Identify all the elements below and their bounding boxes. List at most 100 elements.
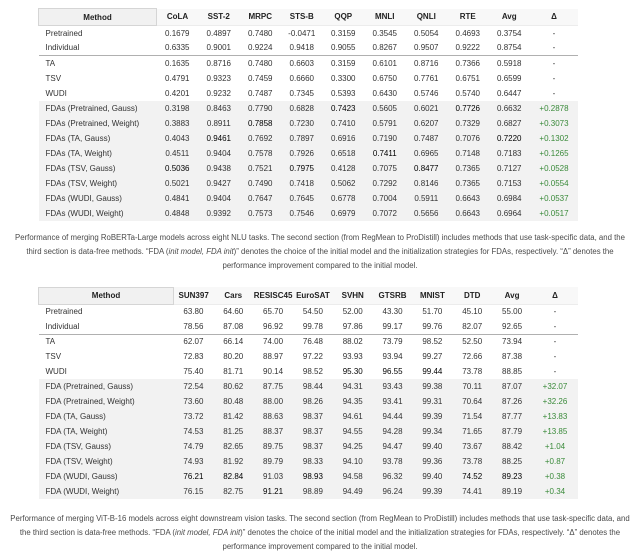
value-cell: 0.7127 (488, 160, 530, 176)
value-cell: 88.37 (253, 424, 293, 439)
value-cell: 0.7423 (322, 100, 364, 116)
value-cell: 87.26 (492, 394, 532, 409)
value-cell: 0.7761 (414, 73, 439, 83)
delta-cell: +0.1302 (530, 130, 578, 146)
value-cell: 0.9232 (206, 88, 231, 98)
method-cell: TSV (45, 352, 62, 361)
value-cell: 0.6827 (488, 115, 530, 131)
value-cell: 94.10 (332, 454, 373, 469)
nlu-results-table: Method CoLA SST-2 MRPC STS-B QQP MNLI QNLI RTE Av… (38, 8, 578, 221)
table-row: Pretrained 63.80 64.60 65.70 54.50 52.00 43.30… (39, 304, 579, 319)
table-row: FDA (Pretrained, Weight) 73.60 80.48 88.00 9… (38, 394, 578, 409)
value-cell: 73.78 (462, 367, 483, 376)
table-row: TA 62.07 66.14 74.00 76.48 88.02 73.79 98.52 52.… (38, 333, 578, 349)
column-header: STS-B (281, 8, 323, 26)
caption-italic-text: init model, FDA init (175, 528, 241, 537)
value-cell: 0.6828 (281, 100, 323, 116)
value-cell: 89.23 (492, 469, 532, 484)
value-cell: 74.53 (173, 424, 214, 439)
value-cell: 73.67 (452, 439, 493, 454)
method-column-header: Method (38, 8, 157, 26)
value-cell: 98.26 (292, 394, 333, 409)
method-cell: Individual (45, 321, 80, 331)
value-cell: 94.58 (332, 469, 373, 484)
caption-text: Performance of merging RoBERTa-Large mod… (15, 232, 625, 256)
value-cell: 0.4841 (156, 190, 198, 206)
table-row: FDAs (Pretrained, Gauss) 0.3198 0.8463 0.77… (38, 100, 578, 116)
value-cell: 0.7076 (447, 130, 489, 146)
caption-italic-text: init model, FDA init (168, 246, 234, 256)
value-cell: 0.6021 (405, 100, 447, 116)
method-cell: FDAs (WUDI, Weight) (38, 205, 157, 221)
delta-cell: +0.0554 (530, 175, 578, 191)
delta-cell: - (553, 367, 557, 376)
value-cell: 0.9404 (198, 190, 240, 206)
value-cell: 98.37 (292, 409, 333, 424)
value-cell: 75.40 (183, 367, 204, 376)
value-cell: 88.00 (253, 394, 293, 409)
column-header: RTE (447, 8, 489, 26)
column-header: Cars (213, 287, 254, 305)
value-cell: 80.20 (223, 352, 244, 361)
value-cell: 0.7480 (248, 28, 273, 38)
value-cell: 0.7329 (447, 115, 489, 131)
value-cell: 94.31 (332, 379, 373, 394)
value-cell: 0.5393 (331, 88, 356, 98)
table-row: FDA (TA, Weight) 74.53 81.25 88.37 98.37 94.5… (38, 424, 578, 439)
delta-cell: +32.07 (532, 379, 578, 394)
value-cell: 70.11 (452, 379, 493, 394)
value-cell: 98.37 (292, 424, 333, 439)
delta-cell: +13.85 (532, 424, 578, 439)
value-cell: 82.65 (213, 439, 254, 454)
value-cell: 0.7692 (239, 130, 281, 146)
column-header: MRPC (239, 8, 281, 26)
method-cell: FDAs (Pretrained, Gauss) (38, 100, 157, 116)
method-cell: FDAs (TA, Gauss) (38, 130, 157, 146)
value-cell: 82.84 (213, 469, 254, 484)
value-cell: 0.6916 (322, 130, 364, 146)
method-cell: WUDI (45, 367, 67, 376)
value-cell: 99.34 (412, 424, 453, 439)
delta-cell: +32.26 (532, 394, 578, 409)
value-cell: 88.97 (263, 352, 284, 361)
value-cell: 64.60 (223, 307, 244, 317)
value-cell: 0.7487 (405, 130, 447, 146)
method-cell: Pretrained (45, 28, 83, 38)
value-cell: 0.6518 (322, 145, 364, 161)
column-header: SST-2 (198, 8, 240, 26)
delta-cell: - (530, 55, 578, 71)
value-cell: 0.5062 (322, 175, 364, 191)
value-cell: 0.4128 (322, 160, 364, 176)
value-cell: 0.3159 (322, 55, 364, 71)
value-cell: 43.30 (382, 307, 403, 317)
method-cell: FDAs (TSV, Gauss) (38, 160, 157, 176)
value-cell: 87.79 (492, 424, 532, 439)
table-row: FDA (WUDI, Gauss) 76.21 82.84 91.03 98.93 94.… (38, 469, 578, 484)
value-cell: 0.5605 (364, 100, 406, 116)
value-cell: 0.8267 (372, 43, 397, 53)
value-cell: 51.70 (422, 307, 443, 317)
value-cell: 0.6660 (289, 73, 314, 83)
value-cell: 92.65 (502, 321, 523, 331)
value-cell: 0.5054 (414, 28, 439, 38)
table-row: FDA (WUDI, Weight) 76.15 82.75 91.21 98.89 94… (38, 484, 578, 499)
value-cell: 0.9392 (198, 205, 240, 221)
value-cell: 0.7148 (447, 145, 489, 161)
value-cell: 0.7345 (289, 88, 314, 98)
value-cell: 94.35 (332, 394, 373, 409)
method-cell: FDA (Pretrained, Gauss) (38, 379, 174, 394)
value-cell: 0.7365 (447, 175, 489, 191)
value-cell: 0.1635 (156, 55, 198, 71)
value-cell: 0.4897 (206, 28, 231, 38)
table-row: Individual 78.56 87.08 96.92 99.78 97.86 99.17… (39, 319, 579, 334)
value-cell: 96.24 (372, 484, 413, 499)
value-cell: 0.5656 (405, 205, 447, 221)
value-cell: 0.4693 (455, 28, 480, 38)
value-cell: 88.63 (253, 409, 293, 424)
value-cell: 99.39 (412, 484, 453, 499)
table-row: WUDI 0.4201 0.9232 0.7487 0.7345 0.5393 0.6430… (39, 86, 579, 101)
method-column-header: Method (38, 286, 174, 305)
column-header: RESISC45 (253, 287, 293, 305)
table-row: FDAs (TSV, Weight) 0.5021 0.9427 0.7490 0.74… (38, 175, 578, 191)
